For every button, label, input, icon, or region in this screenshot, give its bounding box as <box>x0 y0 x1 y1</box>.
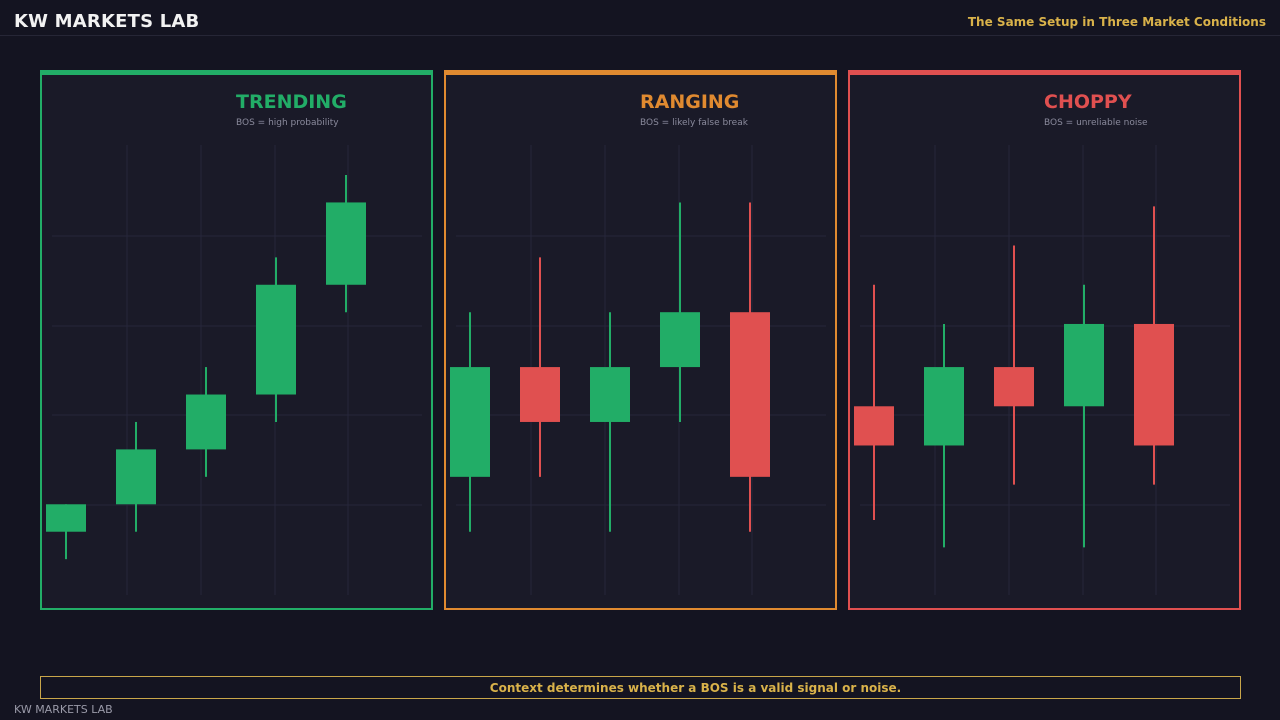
candlestick-chart-choppy <box>854 145 1230 595</box>
candle <box>1134 206 1174 485</box>
candle-body <box>660 312 700 368</box>
candle-body <box>1064 323 1104 407</box>
candle <box>590 312 630 532</box>
candle-body <box>590 367 630 422</box>
candle <box>660 202 700 422</box>
header-bar: KW MARKETS LAB The Same Setup in Three M… <box>0 0 1280 36</box>
candle <box>116 421 156 532</box>
candle <box>924 323 964 548</box>
panel-subtitle-ranging: BOS = likely false break <box>640 118 748 128</box>
watermark: KW MARKETS LAB <box>14 703 113 716</box>
candle <box>256 257 296 422</box>
candle <box>854 284 894 520</box>
candle-body <box>326 202 366 285</box>
candlestick-chart-ranging <box>450 145 826 595</box>
candle-body <box>730 312 770 477</box>
candle-body <box>924 367 964 446</box>
candle-body <box>520 367 560 422</box>
page-subtitle: The Same Setup in Three Market Condition… <box>967 15 1266 29</box>
candle-body <box>1134 323 1174 446</box>
candle <box>46 504 86 560</box>
panel-subtitle-trending: BOS = high probability <box>236 118 339 128</box>
candle <box>520 257 560 477</box>
candle-body <box>256 284 296 395</box>
footer-callout: Context determines whether a BOS is a va… <box>40 676 1241 699</box>
panel-title-choppy: CHOPPY <box>1044 91 1132 113</box>
panel-subtitle-choppy: BOS = unreliable noise <box>1044 118 1148 128</box>
brand-title: KW MARKETS LAB <box>14 11 200 32</box>
candle <box>450 312 490 532</box>
panel-choppy: CHOPPY BOS = unreliable noise <box>848 70 1241 610</box>
panel-title-trending: TRENDING <box>236 91 347 113</box>
candle <box>1064 284 1104 548</box>
candle-body <box>450 367 490 477</box>
candle-body <box>116 449 156 505</box>
candle-body <box>46 504 86 532</box>
panel-ranging: RANGING BOS = likely false break <box>444 70 837 610</box>
candle-body <box>186 394 226 450</box>
candle <box>730 202 770 532</box>
panel-trending: TRENDING BOS = high probability <box>40 70 433 610</box>
footer-message: Context determines whether a BOS is a va… <box>489 681 902 695</box>
candle <box>994 245 1034 485</box>
candle <box>186 367 226 477</box>
candle <box>326 175 366 313</box>
candle-body <box>994 367 1034 407</box>
candle-body <box>854 406 894 446</box>
panel-title-ranging: RANGING <box>640 91 740 113</box>
candlestick-chart-trending <box>46 145 422 595</box>
